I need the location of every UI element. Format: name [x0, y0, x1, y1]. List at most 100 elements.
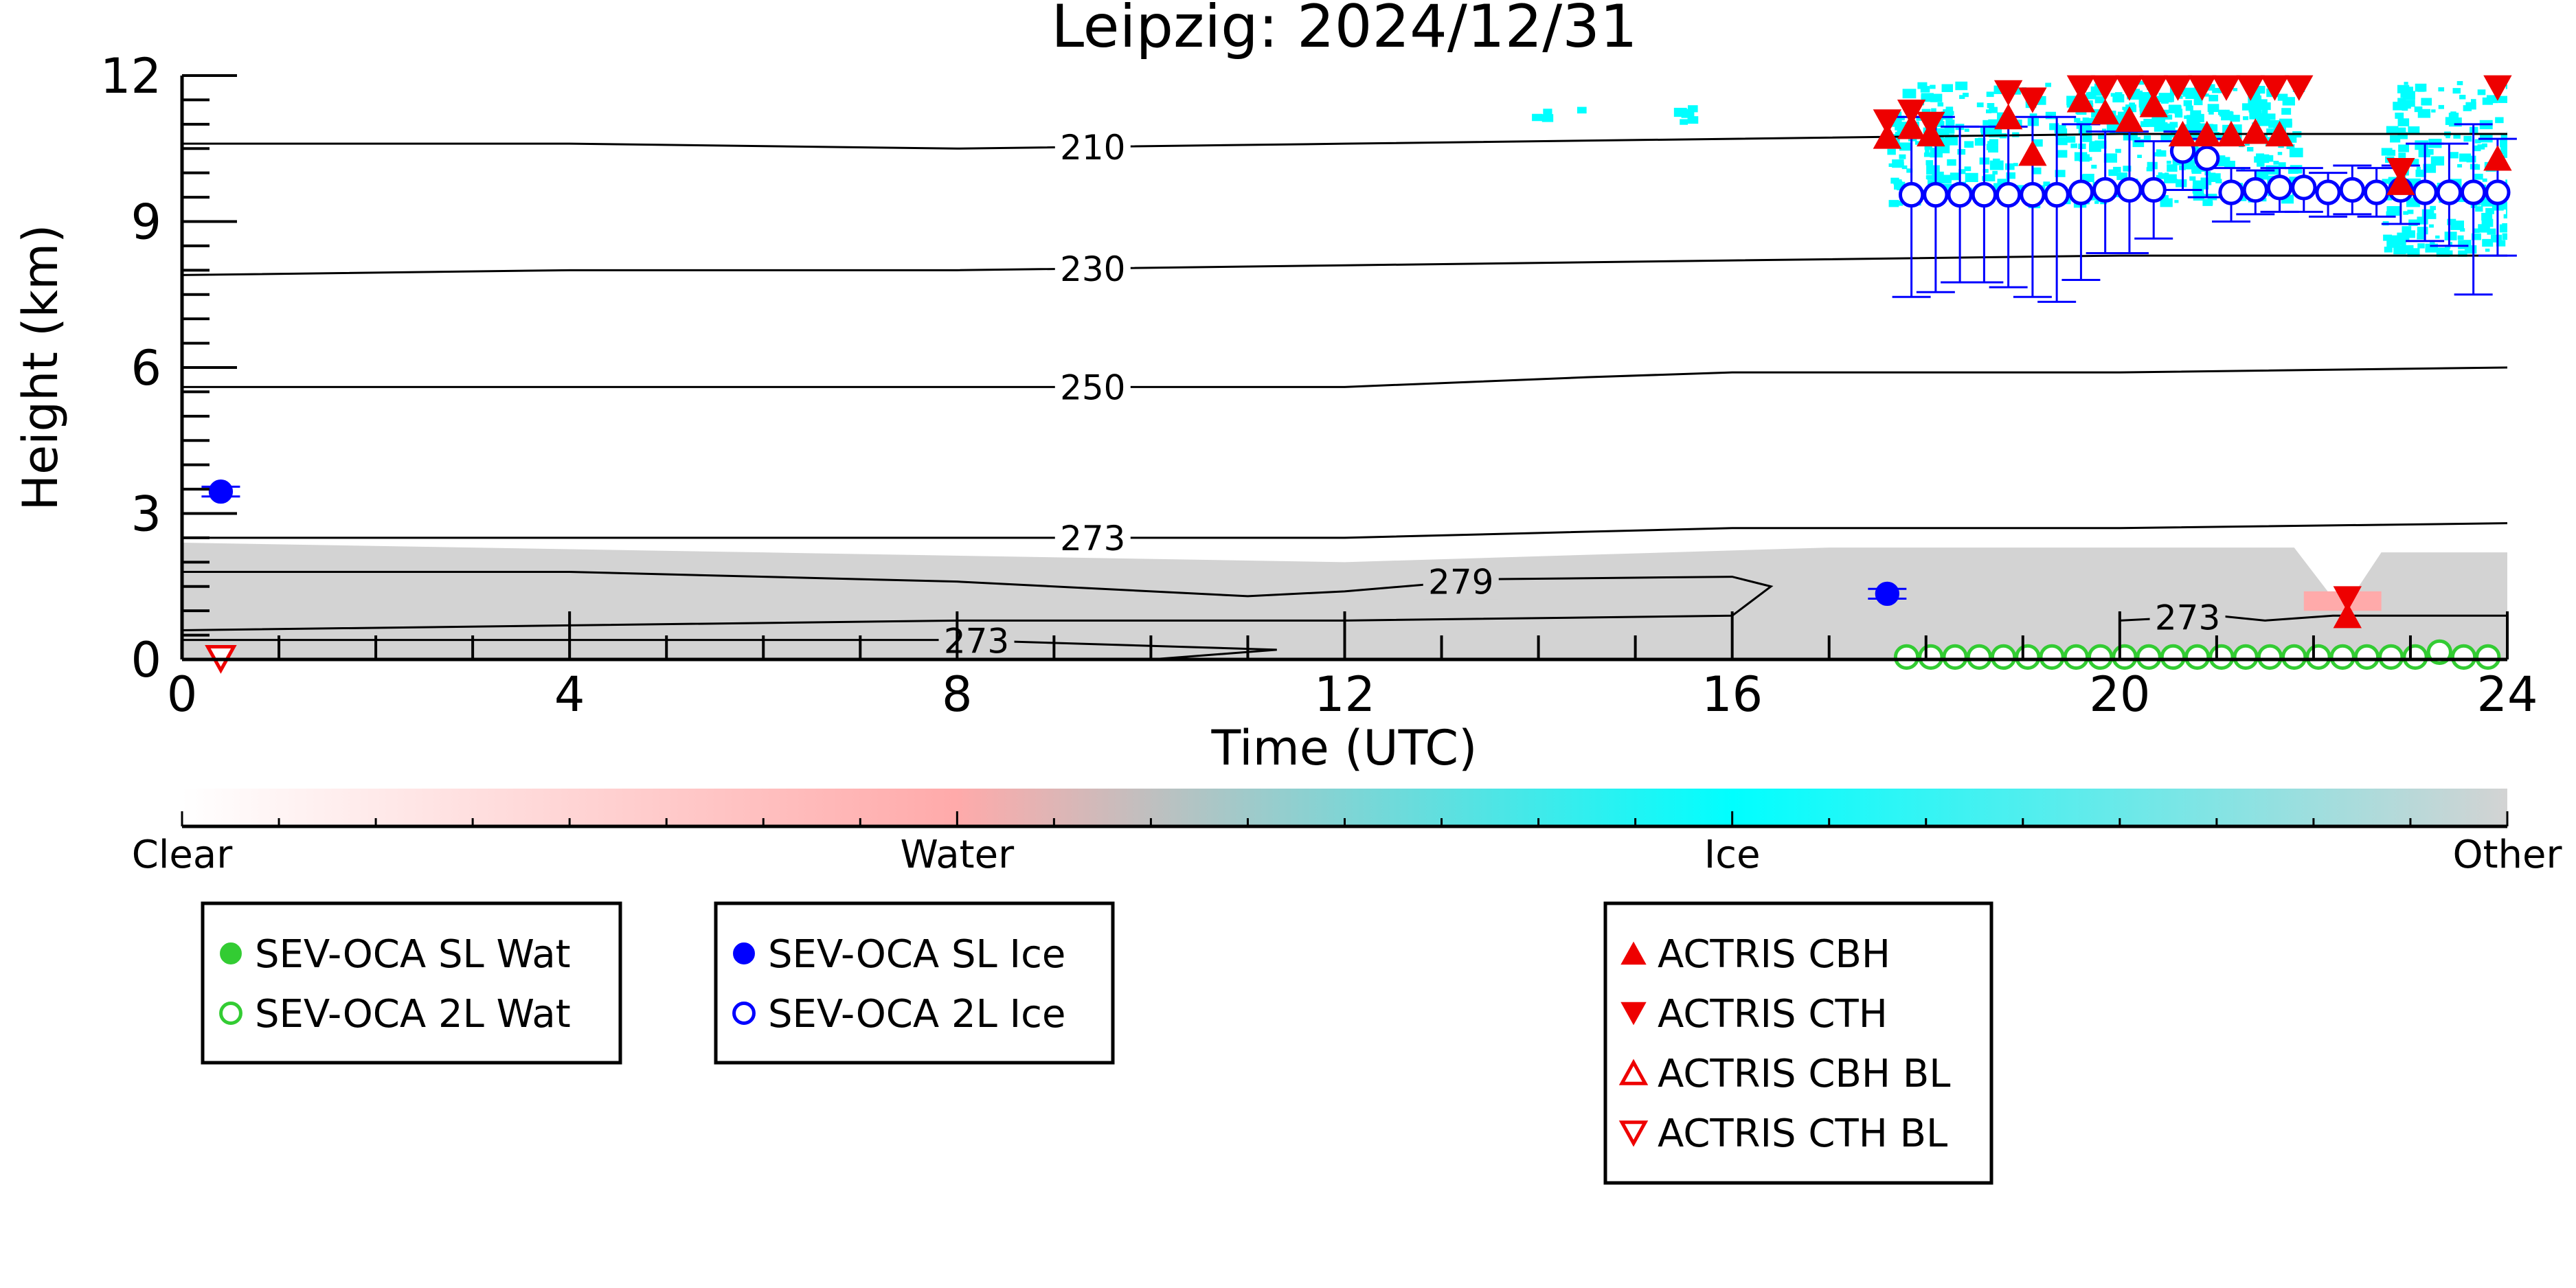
- ice-pixel: [2448, 242, 2453, 245]
- y-tick-label: 12: [100, 48, 161, 104]
- data-point: [1898, 181, 1925, 208]
- ice-pixel: [2006, 172, 2015, 179]
- x-tick-label: 0: [167, 666, 198, 723]
- ice-pixel: [1958, 169, 1966, 174]
- data-point: [1893, 644, 1920, 670]
- ice-pixel: [2457, 163, 2463, 168]
- contour-label: 250: [1060, 368, 1125, 407]
- contour-label: 210: [1060, 128, 1125, 168]
- ice-pixel: [2082, 135, 2092, 142]
- x-tick-label: 4: [554, 666, 585, 723]
- ice-pixel: [2470, 99, 2476, 103]
- ice-pixel: [1902, 89, 1917, 99]
- ice-pixel: [2089, 141, 2096, 146]
- ice-pixel: [2390, 135, 2401, 143]
- ice-pixel: [2458, 196, 2466, 203]
- ice-pixel: [1898, 115, 1905, 121]
- data-point: [1990, 644, 2017, 670]
- ice-pixel: [1541, 114, 1554, 122]
- ice-pixel: [2266, 113, 2276, 120]
- ice-pixel: [2045, 111, 2056, 120]
- ice-pixel: [2459, 153, 2472, 162]
- data-point: [2260, 75, 2290, 101]
- ice-pixel: [2206, 84, 2215, 91]
- ice-pixel: [2466, 155, 2476, 163]
- ice-pixel: [2282, 97, 2294, 106]
- ice-pixel: [2435, 235, 2440, 239]
- ice-pixel: [1986, 91, 1994, 98]
- ice-pixel: [2056, 150, 2068, 158]
- contour-label-bg: [938, 622, 1015, 659]
- ice-pixel: [1899, 154, 1906, 159]
- ice-pixel: [2386, 211, 2395, 217]
- ice-pixel: [2176, 179, 2187, 188]
- contour-line-230: [182, 254, 2507, 276]
- ice-pixel: [2507, 131, 2516, 137]
- ice-pixel: [2192, 180, 2202, 187]
- ice-pixel: [2398, 152, 2406, 158]
- ice-pixel: [2471, 233, 2481, 240]
- ice-pixel: [2408, 219, 2418, 226]
- ice-pixel: [1945, 120, 1955, 126]
- data-point: [2483, 145, 2512, 171]
- y-tick-label: 3: [131, 486, 161, 543]
- ice-pixel: [1964, 141, 1974, 148]
- data-point: [2136, 644, 2162, 670]
- ice-pixel: [2193, 124, 2205, 132]
- ice-pixel: [2482, 97, 2494, 105]
- x-tick-label: 24: [2476, 666, 2538, 723]
- ice-pixel: [1945, 106, 1954, 112]
- ice-pixel: [2261, 99, 2268, 104]
- mask-ice-region: [1673, 105, 1699, 125]
- ice-pixel: [1941, 111, 1953, 120]
- ice-pixel: [2474, 139, 2481, 144]
- ice-pixel: [2138, 80, 2145, 85]
- data-point: [2386, 158, 2415, 184]
- ice-pixel: [2135, 89, 2140, 93]
- ice-pixel: [2421, 209, 2434, 218]
- ice-pixel: [2174, 109, 2183, 115]
- ice-pixel: [2087, 117, 2098, 126]
- ice-pixel: [2498, 95, 2507, 103]
- ice-pixel: [2233, 88, 2238, 91]
- data-point: [1995, 181, 2022, 208]
- ice-pixel: [2123, 166, 2132, 172]
- y-tick-label: 6: [131, 340, 161, 396]
- ice-pixel: [2013, 163, 2018, 167]
- contour-label-bg: [1054, 519, 1131, 556]
- ice-pixel: [2195, 116, 2200, 120]
- legend-box: ACTRIS CBH ACTRIS CTH ACTRIS CBH BL ACTRIS …: [1603, 901, 1993, 1185]
- contour-label: 279: [1428, 563, 1493, 602]
- ice-pixel: [2431, 109, 2436, 113]
- ice-pixel: [2049, 123, 2059, 131]
- ice-pixel: [2114, 116, 2120, 120]
- data-point: [1993, 104, 2023, 130]
- ice-pixel: [2169, 122, 2178, 128]
- ice-pixel: [2384, 247, 2393, 253]
- ice-pixel: [2414, 106, 2423, 113]
- ice-pixel: [2386, 150, 2396, 156]
- legend-frame: [201, 901, 622, 1065]
- ice-pixel: [1936, 128, 1945, 134]
- ice-pixel: [2465, 102, 2476, 110]
- ice-pixel: [2397, 239, 2406, 246]
- ice-pixel: [2423, 163, 2437, 173]
- ice-pixel: [2208, 94, 2219, 102]
- ice-pixel: [2430, 156, 2445, 166]
- data-point: [2112, 644, 2138, 670]
- axes: 0 4 8 12 16 20 24 0 3 6 9 12: [100, 48, 2538, 723]
- ice-pixel: [2094, 140, 2107, 149]
- ice-pixel: [2505, 146, 2507, 152]
- ice-pixel: [2452, 88, 2461, 94]
- contour-label: 273: [944, 622, 1009, 662]
- ice-pixel: [2475, 206, 2483, 212]
- ice-pixel: [2212, 87, 2220, 93]
- ice-pixel: [2091, 164, 2097, 169]
- ice-pixel: [2408, 159, 2419, 167]
- ice-pixel: [2193, 99, 2203, 106]
- ice-pixel: [2195, 94, 2204, 100]
- ice-pixel: [1944, 177, 1952, 183]
- legend-marker: [219, 1002, 242, 1025]
- ice-pixel: [2202, 179, 2208, 184]
- legend-entry-label: ACTRIS CTH: [1658, 992, 1888, 1037]
